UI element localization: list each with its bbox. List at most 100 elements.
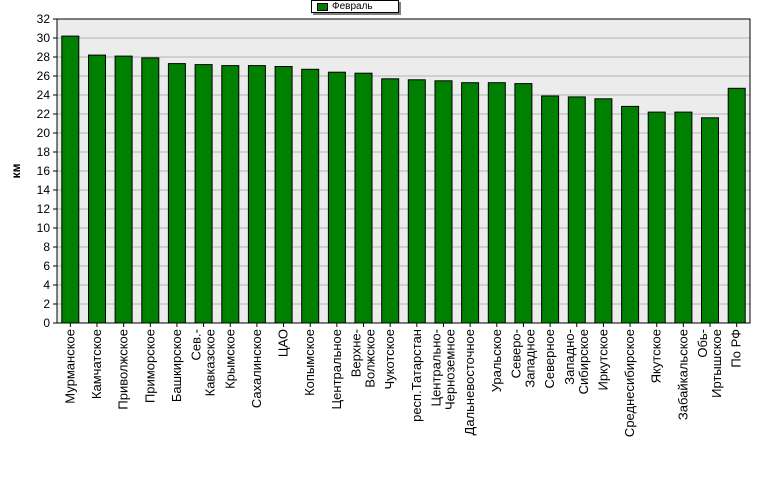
bar xyxy=(621,105,640,324)
x-tick-label-line: Чукотское xyxy=(382,329,397,390)
x-tick-label: Центральное xyxy=(329,329,344,409)
x-tick-label: Приволжское xyxy=(116,329,131,410)
bar xyxy=(594,98,613,324)
x-tick-label-line: Иртышское xyxy=(709,329,724,398)
bar xyxy=(114,55,133,324)
y-tick-label: 16 xyxy=(37,164,51,178)
x-tick-label: Иркутское xyxy=(595,329,610,391)
x-tick-label-line: Башкирское xyxy=(169,329,184,402)
x-tick-label: Сахалинское xyxy=(249,329,264,408)
x-tick-label-line: Приморское xyxy=(142,329,157,403)
bar xyxy=(647,111,666,324)
bar xyxy=(407,79,426,324)
bar xyxy=(434,80,453,324)
x-tick-label-line: респ.Татарстан xyxy=(409,329,424,422)
x-tick-label: Сев.- Кавказское xyxy=(189,329,218,396)
x-tick-label-line: Сахалинское xyxy=(249,329,264,408)
bar xyxy=(461,82,480,324)
x-tick-label-line: Приволжское xyxy=(116,329,131,410)
x-tick-label: респ.Татарстан xyxy=(409,329,424,422)
x-tick-label-line: Северо- xyxy=(508,329,523,378)
x-tick-label: Дальневосточное xyxy=(462,329,477,435)
x-tick-label: Крымское xyxy=(222,329,237,389)
legend: Февраль xyxy=(311,0,399,13)
y-tick-label: 12 xyxy=(37,202,51,216)
x-tick-label-line: Иркутское xyxy=(595,329,610,391)
legend-swatch xyxy=(317,2,328,11)
x-tick-label: Верхне- Волжское xyxy=(349,329,378,388)
bar xyxy=(487,82,506,324)
x-tick-label-line: Обь- xyxy=(695,329,710,358)
x-tick-label: Башкирское xyxy=(169,329,184,402)
bar xyxy=(88,54,106,324)
bar xyxy=(141,57,160,324)
x-tick-label: Центрально- Черноземное xyxy=(429,329,458,410)
y-tick-label: 22 xyxy=(37,107,51,121)
x-tick-label: Чукотское xyxy=(382,329,397,390)
bar xyxy=(247,65,266,324)
y-tick-label: 14 xyxy=(37,183,51,197)
y-tick-label: 10 xyxy=(37,221,51,235)
x-tick-label: Северное xyxy=(542,329,557,388)
x-tick-label: Обь- Иртышское xyxy=(695,329,724,398)
x-tick-labels: Мурманское Камчатское Приволжское Приморско… xyxy=(62,323,744,437)
y-tick-label: 28 xyxy=(37,50,51,64)
y-tick-label: 8 xyxy=(43,240,50,254)
x-tick-label: Северо- Западное xyxy=(508,329,537,388)
bar xyxy=(381,78,400,324)
bar xyxy=(514,83,533,324)
x-tick-label: Камчатское xyxy=(89,329,104,399)
bar xyxy=(701,117,719,324)
x-tick-label-line: Западно- xyxy=(562,329,577,385)
x-tick-label-line: Среднесибирское xyxy=(622,329,637,437)
x-tick-label-line: Черноземное xyxy=(443,329,458,410)
y-tick-label: 30 xyxy=(37,31,51,45)
bar xyxy=(61,35,80,324)
y-tick-label: 24 xyxy=(37,88,51,102)
x-tick-label: Мурманское xyxy=(62,329,77,404)
x-tick-label-line: Уральское xyxy=(489,329,504,392)
x-tick-label: Копымское xyxy=(302,329,317,396)
y-tick-label: 2 xyxy=(43,297,50,311)
x-tick-label-line: Сибирское xyxy=(576,329,591,394)
x-tick-label: Забайкальское xyxy=(675,329,690,420)
x-tick-label-line: По РФ xyxy=(729,329,744,368)
x-tick-label-line: Копымское xyxy=(302,329,317,396)
bar xyxy=(194,64,213,324)
x-tick-label: Среднесибирское xyxy=(622,329,637,437)
bar xyxy=(567,96,586,324)
x-tick-label-line: Якутское xyxy=(649,329,664,383)
y-tick-label: 4 xyxy=(43,278,50,292)
bar xyxy=(354,72,373,324)
x-tick-label-line: Крымское xyxy=(222,329,237,389)
y-tick-label: 20 xyxy=(37,126,51,140)
bar xyxy=(727,87,746,324)
x-tick-label: Приморское xyxy=(142,329,157,403)
y-tick-label: 6 xyxy=(43,259,50,273)
bar xyxy=(674,111,693,324)
x-tick-label-line: Мурманское xyxy=(62,329,77,404)
bar xyxy=(301,68,320,324)
bar xyxy=(327,71,346,324)
y-axis-label: км xyxy=(9,163,23,178)
x-tick-label: По РФ xyxy=(729,329,744,368)
bar xyxy=(167,63,186,324)
x-tick-label-line: Центральное xyxy=(329,329,344,409)
x-tick-label-line: Забайкальское xyxy=(675,329,690,420)
x-tick-label-line: Сев.- xyxy=(189,329,204,360)
x-tick-label: ЦАО xyxy=(276,329,291,357)
x-tick-label-line: Центрально- xyxy=(429,329,444,407)
x-tick-label-line: Западное xyxy=(522,329,537,388)
x-tick-label-line: ЦАО xyxy=(276,329,291,357)
x-tick-label: Якутское xyxy=(649,329,664,383)
bar xyxy=(541,95,560,324)
x-tick-label: Западно- Сибирское xyxy=(562,329,591,394)
x-tick-label-line: Волжское xyxy=(363,329,378,388)
x-tick-label-line: Дальневосточное xyxy=(462,329,477,435)
y-tick-label: 32 xyxy=(37,12,51,26)
x-tick-label-line: Северное xyxy=(542,329,557,388)
x-tick-label: Уральское xyxy=(489,329,504,392)
y-tick-label: 26 xyxy=(37,69,51,83)
